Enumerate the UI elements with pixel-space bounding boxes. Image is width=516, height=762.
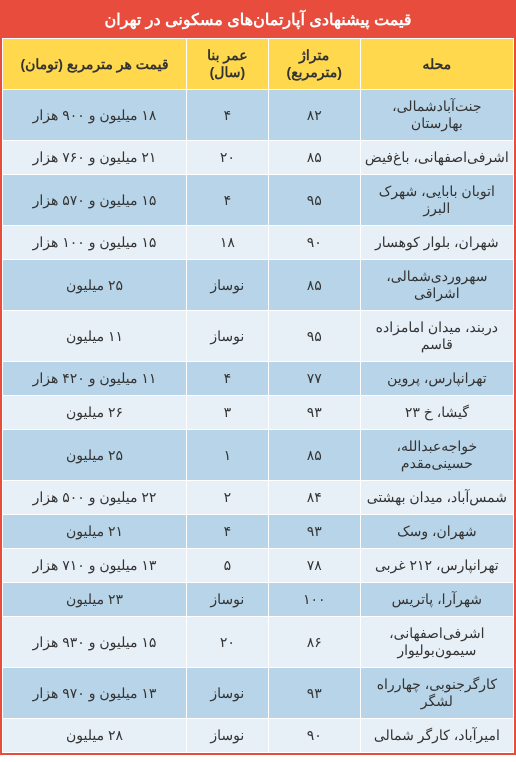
price-table-container: قیمت پیشنهادی آپارتمان‌های مسکونی در تهر… (0, 0, 516, 755)
cell-area: ۷۷ (268, 362, 360, 396)
cell-age: ۲ (186, 481, 268, 515)
table-row: اشرفی‌اصفهانی، باغ‌فیض۸۵۲۰۲۱ میلیون و ۷۶… (3, 141, 514, 175)
cell-area: ۸۲ (268, 90, 360, 141)
cell-area: ۱۰۰ (268, 583, 360, 617)
table-row: شمس‌آباد، میدان بهشتی۸۴۲۲۲ میلیون و ۵۰۰ … (3, 481, 514, 515)
table-row: تهرانپارس، پروین۷۷۴۱۱ میلیون و ۴۲۰ هزار (3, 362, 514, 396)
cell-area: ۸۵ (268, 141, 360, 175)
cell-area: ۹۳ (268, 396, 360, 430)
table-row: شهران، بلوار کوهسار۹۰۱۸۱۵ میلیون و ۱۰۰ ه… (3, 226, 514, 260)
table-title: قیمت پیشنهادی آپارتمان‌های مسکونی در تهر… (2, 2, 514, 38)
cell-price: ۱۱ میلیون و ۴۲۰ هزار (3, 362, 187, 396)
table-row: کارگرجنوبی، چهارراه لشگر۹۳نوساز۱۳ میلیون… (3, 668, 514, 719)
cell-area: ۹۳ (268, 515, 360, 549)
cell-age: ۵ (186, 549, 268, 583)
header-row: محله متراژ (مترمربع) عمر بنا (سال) قیمت … (3, 39, 514, 90)
cell-price: ۲۵ میلیون (3, 260, 187, 311)
cell-neighborhood: سهروردی‌شمالی، اشراقی (360, 260, 513, 311)
cell-area: ۹۰ (268, 719, 360, 753)
cell-age: نوساز (186, 668, 268, 719)
cell-area: ۸۵ (268, 430, 360, 481)
cell-price: ۱۵ میلیون و ۱۰۰ هزار (3, 226, 187, 260)
cell-price: ۲۸ میلیون (3, 719, 187, 753)
cell-neighborhood: اشرفی‌اصفهانی، سیمون‌بولیوار (360, 617, 513, 668)
cell-neighborhood: دربند، میدان امامزاده قاسم (360, 311, 513, 362)
cell-area: ۹۵ (268, 175, 360, 226)
table-row: دربند، میدان امامزاده قاسم۹۵نوساز۱۱ میلی… (3, 311, 514, 362)
cell-age: ۱۸ (186, 226, 268, 260)
cell-price: ۱۳ میلیون و ۷۱۰ هزار (3, 549, 187, 583)
cell-neighborhood: شمس‌آباد، میدان بهشتی (360, 481, 513, 515)
cell-price: ۱۵ میلیون و ۵۷۰ هزار (3, 175, 187, 226)
table-row: اشرفی‌اصفهانی، سیمون‌بولیوار۸۶۲۰۱۵ میلیو… (3, 617, 514, 668)
cell-age: نوساز (186, 311, 268, 362)
cell-neighborhood: گیشا، خ ۲۳ (360, 396, 513, 430)
cell-area: ۸۵ (268, 260, 360, 311)
cell-price: ۱۳ میلیون و ۹۷۰ هزار (3, 668, 187, 719)
cell-age: نوساز (186, 583, 268, 617)
header-price: قیمت هر مترمربع (تومان) (3, 39, 187, 90)
table-row: امیرآباد، کارگر شمالی۹۰نوساز۲۸ میلیون (3, 719, 514, 753)
cell-area: ۸۶ (268, 617, 360, 668)
price-table: محله متراژ (مترمربع) عمر بنا (سال) قیمت … (2, 38, 514, 753)
cell-age: ۲۰ (186, 617, 268, 668)
cell-neighborhood: شهران، بلوار کوهسار (360, 226, 513, 260)
cell-age: ۳ (186, 396, 268, 430)
cell-age: ۴ (186, 515, 268, 549)
cell-price: ۲۳ میلیون (3, 583, 187, 617)
cell-age: نوساز (186, 719, 268, 753)
cell-neighborhood: کارگرجنوبی، چهارراه لشگر (360, 668, 513, 719)
cell-price: ۱۵ میلیون و ۹۳۰ هزار (3, 617, 187, 668)
table-row: شهران، وسک۹۳۴۲۱ میلیون (3, 515, 514, 549)
cell-neighborhood: جنت‌آبادشمالی، بهارستان (360, 90, 513, 141)
cell-area: ۹۰ (268, 226, 360, 260)
table-row: جنت‌آبادشمالی، بهارستان۸۲۴۱۸ میلیون و ۹۰… (3, 90, 514, 141)
table-row: سهروردی‌شمالی، اشراقی۸۵نوساز۲۵ میلیون (3, 260, 514, 311)
cell-price: ۲۶ میلیون (3, 396, 187, 430)
cell-age: ۲۰ (186, 141, 268, 175)
cell-area: ۸۴ (268, 481, 360, 515)
cell-age: ۴ (186, 362, 268, 396)
table-row: خواجه‌عبدالله، حسینی‌مقدم۸۵۱۲۵ میلیون (3, 430, 514, 481)
table-row: تهرانپارس، ۲۱۲ غربی۷۸۵۱۳ میلیون و ۷۱۰ هز… (3, 549, 514, 583)
cell-age: ۴ (186, 90, 268, 141)
header-age: عمر بنا (سال) (186, 39, 268, 90)
cell-area: ۷۸ (268, 549, 360, 583)
cell-neighborhood: شهران، وسک (360, 515, 513, 549)
table-row: اتوبان بابایی، شهرک البرز۹۵۴۱۵ میلیون و … (3, 175, 514, 226)
cell-neighborhood: اشرفی‌اصفهانی، باغ‌فیض (360, 141, 513, 175)
cell-neighborhood: تهرانپارس، پروین (360, 362, 513, 396)
cell-price: ۲۵ میلیون (3, 430, 187, 481)
cell-neighborhood: اتوبان بابایی، شهرک البرز (360, 175, 513, 226)
cell-area: ۹۳ (268, 668, 360, 719)
header-area: متراژ (مترمربع) (268, 39, 360, 90)
cell-age: ۴ (186, 175, 268, 226)
cell-price: ۲۱ میلیون (3, 515, 187, 549)
cell-neighborhood: امیرآباد، کارگر شمالی (360, 719, 513, 753)
cell-price: ۱۱ میلیون (3, 311, 187, 362)
cell-price: ۱۸ میلیون و ۹۰۰ هزار (3, 90, 187, 141)
cell-neighborhood: خواجه‌عبدالله، حسینی‌مقدم (360, 430, 513, 481)
cell-neighborhood: تهرانپارس، ۲۱۲ غربی (360, 549, 513, 583)
cell-neighborhood: شهرآرا، پاتریس (360, 583, 513, 617)
cell-age: نوساز (186, 260, 268, 311)
table-body: جنت‌آبادشمالی، بهارستان۸۲۴۱۸ میلیون و ۹۰… (3, 90, 514, 753)
cell-price: ۲۲ میلیون و ۵۰۰ هزار (3, 481, 187, 515)
table-row: شهرآرا، پاتریس۱۰۰نوساز۲۳ میلیون (3, 583, 514, 617)
cell-price: ۲۱ میلیون و ۷۶۰ هزار (3, 141, 187, 175)
cell-area: ۹۵ (268, 311, 360, 362)
header-neighborhood: محله (360, 39, 513, 90)
cell-age: ۱ (186, 430, 268, 481)
table-row: گیشا، خ ۲۳۹۳۳۲۶ میلیون (3, 396, 514, 430)
